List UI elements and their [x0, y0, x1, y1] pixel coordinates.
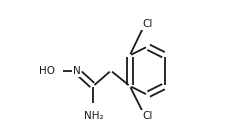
Text: Cl: Cl	[142, 19, 153, 29]
Text: HO: HO	[39, 66, 55, 76]
Text: NH₂: NH₂	[84, 111, 103, 121]
Text: Cl: Cl	[142, 111, 153, 121]
Text: N: N	[73, 66, 80, 76]
